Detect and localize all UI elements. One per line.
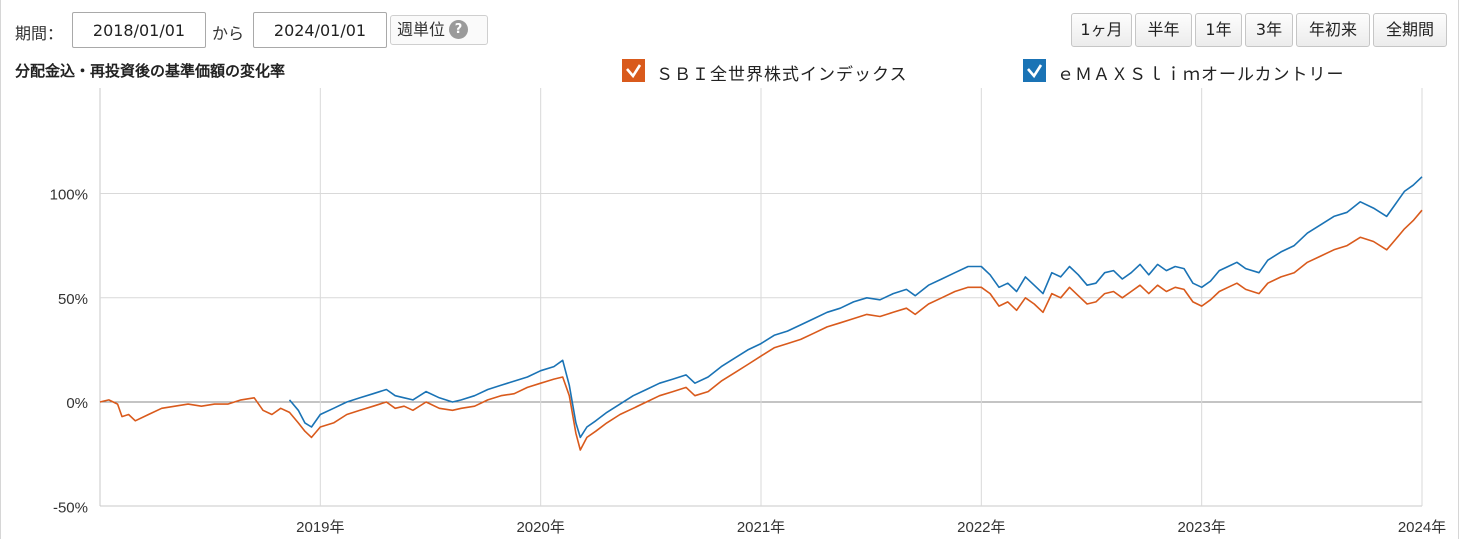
legend-label-emaxis: ｅＭＡＸＳｌｉｍオールカントリー [1057,65,1345,85]
x-tick-label: 2023年 [1177,519,1225,536]
legend-label-sbi: ＳＢＩ全世界株式インデックス [656,65,908,85]
end-date-input[interactable]: 2024/01/01 [253,12,387,48]
series-line-sbi [99,209,1423,451]
x-tick-label: 2020年 [516,519,564,536]
series-line-emaxis [288,176,1423,439]
range-1-month-button[interactable]: 1ヶ月 [1071,13,1132,47]
range-3-year-button[interactable]: 3年 [1245,13,1293,47]
toolbar: 期間： 2018/01/01 から 2024/01/01 週単位? 1ヶ月 半年… [0,0,1459,56]
range-1-year-button[interactable]: 1年 [1195,13,1242,47]
x-tick-label: 2021年 [737,519,785,536]
x-tick-label: 2024年 [1398,519,1446,536]
range-all-button[interactable]: 全期間 [1373,13,1447,47]
range-half-year-button[interactable]: 半年 [1135,13,1192,47]
checkbox-checked-icon[interactable] [1023,59,1046,82]
y-tick-label: -50% [53,499,88,516]
help-icon[interactable]: ? [449,19,469,39]
checkbox-checked-icon[interactable] [622,59,645,82]
from-label: から [212,24,245,43]
x-tick-label: 2019年 [296,519,344,536]
weekly-toggle[interactable]: 週単位? [390,15,488,45]
start-date-input[interactable]: 2018/01/01 [72,12,206,48]
weekly-label: 週単位 [397,20,446,39]
y-tick-label: 100% [50,187,88,204]
period-label: 期間： [15,24,64,43]
x-tick-label: 2022年 [957,519,1005,536]
chart-title: 分配金込・再投資後の基準価額の変化率 [15,62,286,80]
y-tick-label: 0% [66,395,88,412]
range-ytd-button[interactable]: 年初来 [1296,13,1370,47]
y-tick-label: 50% [58,291,88,308]
